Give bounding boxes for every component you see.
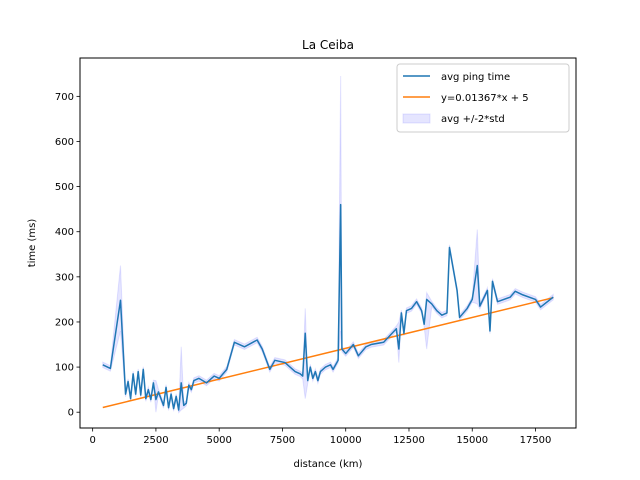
y-tick-label: 500 — [55, 182, 74, 193]
x-tick-label: 17500 — [520, 435, 552, 446]
y-tick-label: 600 — [55, 137, 74, 148]
x-axis: 0 2500 5000 7500 10000 12500 15000 17500 — [89, 428, 551, 446]
y-tick-label: 200 — [55, 317, 74, 328]
chart-title: La Ceiba — [302, 38, 354, 52]
y-axis: 0 100 200 300 400 500 600 700 — [55, 92, 80, 419]
x-tick-label: 12500 — [393, 435, 425, 446]
y-tick-label: 0 — [68, 408, 74, 419]
x-tick-label: 0 — [89, 435, 95, 446]
avg-line-layer — [102, 203, 554, 411]
legend-label: avg ping time — [441, 72, 510, 83]
y-tick-label: 100 — [55, 363, 74, 374]
x-tick-label: 10000 — [330, 435, 362, 446]
legend-label: avg +/-2*std — [441, 114, 505, 125]
x-tick-label: 5000 — [206, 435, 231, 446]
std-band-layer — [102, 76, 554, 414]
x-tick-label: 2500 — [143, 435, 168, 446]
fit-line — [102, 296, 554, 409]
y-tick-label: 700 — [55, 92, 74, 103]
legend-box — [396, 63, 570, 133]
avg-line — [102, 203, 554, 411]
fit-line-layer — [102, 296, 554, 409]
legend-label: y=0.01367*x + 5 — [441, 93, 529, 104]
x-tick-label: 15000 — [456, 435, 488, 446]
legend: avg ping time y=0.01367*x + 5 avg +/-2*std — [396, 63, 570, 133]
y-axis-label: time (ms) — [27, 219, 38, 268]
x-axis-label: distance (km) — [294, 459, 363, 470]
legend-swatch — [402, 113, 431, 124]
y-tick-label: 400 — [55, 227, 74, 238]
y-tick-label: 300 — [55, 272, 74, 283]
x-tick-label: 7500 — [270, 435, 295, 446]
plot-frame — [79, 57, 577, 429]
std-band — [102, 76, 554, 414]
